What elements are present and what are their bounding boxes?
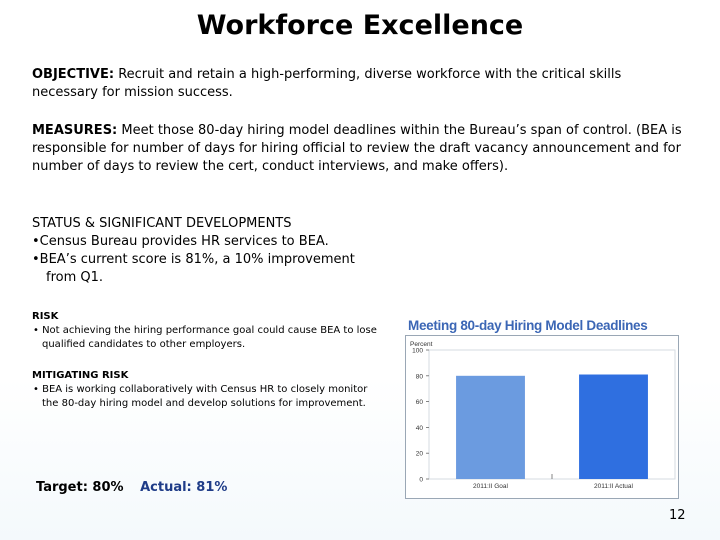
- chart-container: Percent 0 20 40 60 80 100 2011:II Goal 2011:II A…: [405, 335, 679, 499]
- bar-chart: Percent 0 20 40 60 80 100 2011:II Goal 2011:II A…: [405, 335, 679, 499]
- target-value: Target: 80%: [36, 480, 124, 495]
- y-tick-label: 60: [416, 399, 424, 406]
- risk-item: • Not achieving the hiring performance g…: [33, 325, 377, 350]
- y-tick-label: 40: [416, 425, 424, 432]
- page-number: 12: [669, 508, 686, 523]
- measures-text: Meet those 80-day hiring model deadlines…: [32, 123, 682, 174]
- risk-section: RISK • Not achieving the hiring performa…: [32, 310, 382, 352]
- y-axis-label: Percent: [410, 341, 433, 348]
- measures-label: MEASURES:: [32, 123, 118, 138]
- status-item: •Census Bureau provides HR services to B…: [32, 234, 329, 249]
- mitigating-risk-section: MITIGATING RISK • BEA is working collabo…: [32, 369, 382, 411]
- y-tick-label: 20: [416, 451, 424, 458]
- chart-title: Meeting 80-day Hiring Model Deadlines: [408, 318, 648, 333]
- objective-text: Recruit and retain a high-performing, di…: [32, 67, 622, 100]
- bar: [579, 374, 648, 479]
- status-section: STATUS & SIGNIFICANT DEVELOPMENTS •Censu…: [32, 215, 372, 287]
- measures-section: MEASURES: Meet those 80-day hiring model…: [32, 122, 684, 176]
- bar: [456, 375, 525, 479]
- mitigating-risk-heading: MITIGATING RISK: [32, 370, 129, 381]
- status-item: •BEA’s current score is 81%, a 10% impro…: [32, 252, 355, 267]
- risk-heading: RISK: [32, 311, 59, 322]
- y-tick-label: 100: [412, 348, 423, 355]
- page-title: Workforce Excellence: [196, 10, 524, 41]
- y-tick-label: 0: [419, 477, 423, 484]
- status-item: from Q1.: [46, 270, 104, 285]
- y-tick-label: 80: [416, 373, 424, 380]
- status-heading: STATUS & SIGNIFICANT DEVELOPMENTS: [32, 216, 292, 231]
- actual-value: Actual: 81%: [140, 480, 228, 495]
- target-actual-line: Target: 80% Actual: 81%: [36, 480, 227, 495]
- objective-section: OBJECTIVE: Recruit and retain a high-per…: [32, 66, 682, 102]
- objective-label: OBJECTIVE:: [32, 67, 115, 82]
- x-tick-label: 2011:II Goal: [473, 483, 508, 490]
- x-tick-label: 2011:II Actual: [594, 483, 633, 490]
- mitigating-risk-item: • BEA is working collaboratively with Ce…: [33, 384, 368, 409]
